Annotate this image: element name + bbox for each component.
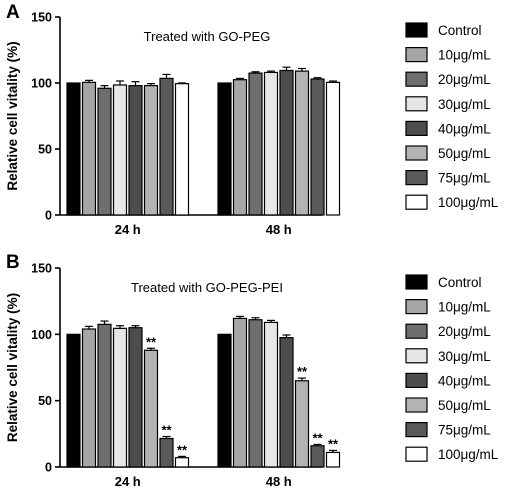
panel-b-legend-swatch-20-g-ml: [405, 323, 428, 339]
panel-a-bar-24-h-50-g-ml: [143, 85, 159, 216]
panel-a-legend-label-75-g-ml: 75μg/mL: [438, 171, 491, 186]
panel-b-bar-48-h-100-g-ml: [325, 451, 341, 468]
panel-a-legend-swatch-100-g-ml: [405, 194, 428, 210]
panel-b-x-tick-label-24-h: 24 h: [115, 474, 141, 489]
panel-a-legend-swatch-50-g-ml: [405, 145, 428, 161]
panel-a-x-tick-label-24-h: 24 h: [115, 222, 141, 237]
panel-b-legend-label-control: Control: [438, 275, 482, 290]
panel-a-legend-swatch-20-g-ml: [405, 71, 428, 87]
panel-b-legend-label-10-g-ml: 10μg/mL: [438, 300, 491, 315]
panel-b-legend-label-50-g-ml: 50μg/mL: [438, 398, 491, 413]
panel-a-y-tick-label-100: 100: [31, 77, 52, 91]
panel-a-bar-48-h-30-g-ml: [263, 71, 279, 216]
panel-b-bar-48-h-10-g-ml: [232, 317, 248, 468]
panel-b-legend-swatch-control: [405, 274, 428, 290]
panel-b-legend-label-40-g-ml: 40μg/mL: [438, 373, 491, 388]
panel-b-bar-24-h-10-g-ml: [81, 328, 97, 468]
panel-b-legend-swatch-50-g-ml: [405, 397, 428, 413]
panel-b-legend-swatch-30-g-ml: [405, 348, 428, 364]
panel-a-bar-24-h-20-g-ml: [97, 87, 112, 216]
panel-a-y-axis-label: Relative cell vitality (%): [5, 41, 20, 190]
panel-b-y-tick-label-150: 150: [31, 262, 52, 276]
panel-b-y-tick-label-0: 0: [45, 461, 52, 475]
panel-a-bar-48-h-75-g-ml: [310, 78, 325, 216]
panel-b-bar-24-h-100-g-ml: [174, 457, 190, 468]
panel-b-letter: B: [6, 252, 20, 273]
panel-a-y-tick-label-0: 0: [45, 209, 52, 223]
panel-b-significance-48-h-75-g-ml: **: [312, 430, 323, 445]
panel-b-y-tick-label-50: 50: [38, 394, 52, 408]
panel-a-legend-swatch-40-g-ml: [405, 120, 428, 137]
panel-b-legend-swatch-10-g-ml: [405, 299, 428, 315]
panel-b-significance-24-h-75-g-ml: **: [161, 422, 172, 437]
panel-a-legend-swatch-30-g-ml: [405, 96, 428, 112]
panel-a-legend-swatch-75-g-ml: [405, 170, 428, 186]
panel-a-bar-24-h-30-g-ml: [112, 84, 128, 216]
panel-a-bar-24-h-75-g-ml: [159, 77, 174, 216]
panel-b-bar-24-h-75-g-ml: [159, 437, 174, 468]
panel-a-bar-48-h-50-g-ml: [294, 70, 310, 216]
panel-b-legend-label-75-g-ml: 75μg/mL: [438, 423, 491, 438]
panel-a-legend-label-10-g-ml: 10μg/mL: [438, 48, 491, 63]
panel-a-bar-24-h-control: [66, 82, 81, 216]
panel-a-legend-label-50-g-ml: 50μg/mL: [438, 146, 491, 161]
panel-a-legend-label-30-g-ml: 30μg/mL: [438, 97, 491, 112]
panel-b-legend-swatch-100-g-ml: [405, 446, 428, 462]
panel-a-legend-label-20-g-ml: 20μg/mL: [438, 72, 491, 87]
panel-b-bar-24-h-20-g-ml: [97, 323, 112, 468]
panel-b-x-tick-label-48-h: 48 h: [266, 474, 292, 489]
panel-a-legend-label-100-g-ml: 100μg/mL: [438, 195, 499, 210]
panel-a-bar-48-h-10-g-ml: [232, 79, 248, 216]
panel-a-y-tick-label-50: 50: [38, 143, 52, 157]
panel-b-bar-24-h-30-g-ml: [112, 327, 128, 468]
panel-a-legend-label-control: Control: [438, 23, 482, 38]
panel-a-title: Treated with GO-PEG: [144, 29, 271, 44]
panel-a-bar-48-h-20-g-ml: [248, 72, 263, 216]
panel-b-bar-48-h-30-g-ml: [263, 321, 279, 468]
panel-b-significance-24-h-100-g-ml: **: [177, 442, 188, 457]
panel-b-legend-swatch-75-g-ml: [405, 422, 428, 438]
panel-b-bar-48-h-20-g-ml: [248, 319, 263, 468]
panel-a-legend-label-40-g-ml: 40μg/mL: [438, 121, 491, 136]
panel-b-bar-24-h-50-g-ml: [143, 349, 159, 468]
panel-b-legend-swatch-40-g-ml: [405, 372, 428, 388]
panel-a-letter: A: [6, 2, 20, 23]
panel-b-bar-48-h-50-g-ml: [294, 380, 310, 468]
panel-a-bar-48-h-100-g-ml: [325, 81, 341, 216]
panel-b-bar-48-h-40-g-ml: [279, 337, 294, 468]
panel-b-y-axis-label: Relative cell vitality (%): [5, 293, 20, 442]
panel-a-bar-24-h-10-g-ml: [81, 81, 97, 216]
panel-a-y-tick-label-150: 150: [31, 11, 52, 25]
panel-a-legend-swatch-control: [405, 22, 428, 38]
panel-a-bar-48-h-40-g-ml: [279, 69, 294, 216]
panel-b-legend-label-20-g-ml: 20μg/mL: [438, 324, 491, 339]
panel-b-bar-48-h-control: [217, 333, 232, 468]
panel-b-legend-label-30-g-ml: 30μg/mL: [438, 349, 491, 364]
panel-a-x-tick-label-48-h: 48 h: [266, 222, 292, 237]
panel-b-significance-24-h-50-g-ml: **: [146, 334, 157, 349]
panel-a-bar-24-h-40-g-ml: [128, 85, 143, 216]
panel-b-bar-48-h-75-g-ml: [310, 445, 325, 468]
panel-b-bar-24-h-control: [66, 333, 81, 468]
panel-b-legend-label-100-g-ml: 100μg/mL: [438, 447, 499, 462]
panel-b-y-tick-label-100: 100: [31, 328, 52, 342]
panel-b-title: Treated with GO-PEG-PEI: [131, 280, 283, 295]
panel-b-bar-24-h-40-g-ml: [128, 327, 143, 468]
panel-b-significance-48-h-100-g-ml: **: [328, 436, 339, 451]
panel-a-bar-24-h-100-g-ml: [174, 83, 190, 216]
panel-b-significance-48-h-50-g-ml: **: [297, 364, 308, 379]
panel-a-legend-swatch-10-g-ml: [405, 46, 428, 63]
panel-a-bar-48-h-control: [217, 82, 232, 216]
